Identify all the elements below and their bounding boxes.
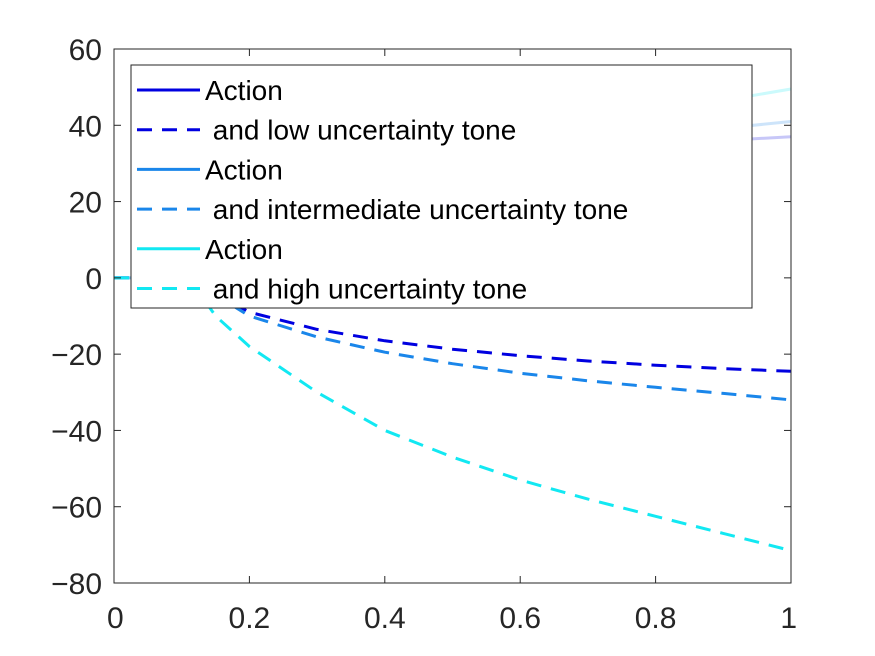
x-tick-label-1: 0.2	[229, 602, 271, 635]
y-tick-label-3: 0	[85, 263, 102, 296]
legend-label-3: and intermediate uncertainty tone	[205, 194, 628, 225]
y-tick-label-1: 40	[69, 110, 102, 143]
legend-box	[130, 64, 753, 309]
legend-label-5: and high uncertainty tone	[205, 274, 527, 305]
x-tick-label-3: 0.6	[499, 602, 541, 635]
x-tick-label-0: 0	[107, 602, 124, 635]
series-line-5	[114, 276, 792, 553]
y-tick-label-5: −40	[51, 415, 102, 448]
legend: Action and low uncertainty tone Action an…	[130, 64, 753, 309]
legend-label-1: and low uncertainty tone	[205, 115, 516, 146]
axes: 0 0.2 0.4 0.6 0.8 1 60 40 20 0 −20 −40 −60 −80	[51, 34, 797, 635]
x-tick-label-4: 0.8	[635, 602, 677, 635]
x-tick-label-5: 1	[780, 602, 797, 635]
axes-box	[113, 48, 792, 584]
y-tick-label-4: −20	[51, 339, 102, 372]
legend-label-2: Action	[205, 154, 283, 185]
x-tick-label-2: 0.4	[364, 602, 406, 635]
legend-label-0: Action	[205, 75, 283, 106]
legend-label-4: Action	[205, 234, 283, 265]
y-tick-label-0: 60	[69, 34, 102, 67]
y-tick-label-2: 20	[69, 187, 102, 220]
y-tick-label-7: −80	[51, 568, 102, 601]
y-tick-label-6: −60	[51, 492, 102, 525]
